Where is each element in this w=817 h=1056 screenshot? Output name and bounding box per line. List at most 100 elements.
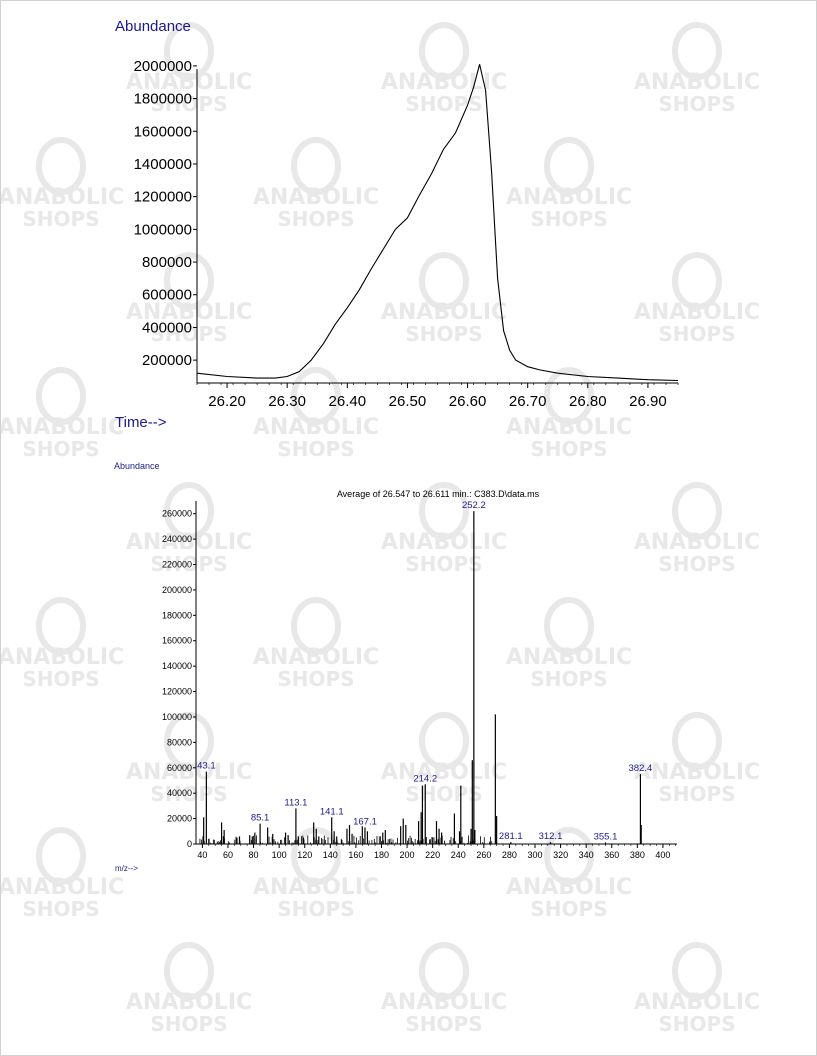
watermark-figure: [36, 367, 86, 425]
ms-peak-label: 382.4: [629, 763, 653, 774]
watermark-text-line2: SHOPS: [405, 322, 482, 346]
tic-y-tick-label: 1800000: [134, 91, 192, 108]
ms-peak-label: 85.1: [251, 813, 270, 824]
watermark-text-line1: ANABOLIC: [506, 185, 632, 210]
watermark-figure: [164, 22, 214, 80]
ms-x-tick-label: 380: [630, 850, 645, 860]
ms-x-tick-label: 40: [197, 850, 207, 860]
watermark-text-line2: SHOPS: [658, 782, 735, 806]
watermark-figure: [164, 252, 214, 310]
tic-x-tick-label: 26.50: [389, 393, 427, 410]
tic-y-tick-label: 200000: [142, 352, 192, 369]
ms-y-tick-label: 100000: [162, 712, 192, 722]
ms-peak-label: 214.2: [413, 773, 437, 784]
watermark-figure: [291, 597, 341, 655]
tic-trace: [196, 64, 679, 382]
watermark-figure: [36, 597, 86, 655]
watermark-text-line2: SHOPS: [530, 207, 607, 231]
ms-x-tick-label: 240: [451, 850, 466, 860]
watermark-text-line1: ANABOLIC: [381, 530, 507, 555]
tic-x-tick-label: 26.60: [449, 393, 487, 410]
watermark-text-line1: ANABOLIC: [126, 760, 252, 785]
watermark-text-line2: SHOPS: [530, 437, 607, 461]
ms-y-tick-label: 260000: [162, 509, 192, 519]
ms-y-tick-label: 80000: [167, 737, 192, 747]
ms-y-tick-label: 120000: [162, 687, 192, 697]
watermark-figure: [672, 22, 722, 80]
watermark-text-line1: ANABOLIC: [253, 645, 379, 670]
watermark-text-line1: ANABOLIC: [634, 300, 760, 325]
ms-peak-label: 43.1: [197, 761, 216, 772]
watermark-text-line1: ANABOLIC: [506, 875, 632, 900]
watermark-text-line1: ANABOLIC: [634, 530, 760, 555]
watermark-text-line1: ANABOLIC: [634, 70, 760, 95]
watermark-text-line2: SHOPS: [22, 437, 99, 461]
watermark-text-line2: SHOPS: [22, 667, 99, 691]
tic-y-tick-label: 1600000: [134, 123, 192, 140]
ms-y-tick-label: 220000: [162, 560, 192, 570]
ms-peak-label: 113.1: [284, 797, 307, 808]
ms-x-tick-label: 360: [604, 850, 619, 860]
watermark-figure: [291, 137, 341, 195]
watermark-figure: [544, 597, 594, 655]
watermark-text-line1: ANABOLIC: [1, 415, 124, 440]
ms-x-tick-label: 300: [527, 850, 542, 860]
watermark-text-line2: SHOPS: [530, 897, 607, 921]
watermark-figure: [672, 942, 722, 1000]
watermark-text-line2: SHOPS: [658, 92, 735, 116]
watermark-text-line2: SHOPS: [150, 782, 227, 806]
ms-y-tick-label: 140000: [162, 661, 192, 671]
ms-x-tick-label: 60: [223, 850, 233, 860]
watermark-text-line1: ANABOLIC: [381, 760, 507, 785]
ms-x-tick-label: 260: [476, 850, 491, 860]
watermark-text-line2: SHOPS: [530, 667, 607, 691]
watermark-figure: [291, 367, 341, 425]
watermark-figure: [544, 827, 594, 885]
ms-y-tick-label: 180000: [162, 610, 192, 620]
ms-y-tick-label: 60000: [167, 763, 192, 773]
tic-x-tick-label: 26.40: [329, 393, 367, 410]
watermark-figure: [419, 252, 469, 310]
tic-x-tick-label: 26.70: [509, 393, 547, 410]
ms-x-tick-label: 180: [374, 850, 389, 860]
ms-peak-label: 141.1: [320, 806, 344, 817]
tic-x-tick-label: 26.90: [629, 393, 667, 410]
watermark-text-line1: ANABOLIC: [506, 415, 632, 440]
watermark-figure: [419, 22, 469, 80]
watermark-text-line2: SHOPS: [658, 322, 735, 346]
watermark-text-line1: ANABOLIC: [634, 760, 760, 785]
ms-y-tick-label: 240000: [162, 534, 192, 544]
watermark-figure: [164, 482, 214, 540]
watermark-text-line2: SHOPS: [277, 667, 354, 691]
watermark-text-line1: ANABOLIC: [126, 70, 252, 95]
watermark-text-line2: SHOPS: [405, 92, 482, 116]
watermark-text-line1: ANABOLIC: [253, 415, 379, 440]
ms-title: Average of 26.547 to 26.611 min.: C383.D…: [337, 489, 540, 499]
tic-xlabel: Time-->: [115, 414, 167, 431]
watermark-text-line1: ANABOLIC: [1, 875, 124, 900]
ms-x-tick-label: 280: [502, 850, 517, 860]
ms-y-tick-label: 0: [187, 839, 192, 849]
ms-y-tick-label: 200000: [162, 585, 192, 595]
watermark-figure: [36, 137, 86, 195]
ms-peaks: 43.1 85.1 113.1 141.1 167.1 214.2 252.2 281.1 31…: [197, 500, 652, 844]
watermark-text-line1: ANABOLIC: [1, 185, 124, 210]
ms-y-tick-label: 40000: [167, 788, 192, 798]
watermark-figure: [672, 252, 722, 310]
